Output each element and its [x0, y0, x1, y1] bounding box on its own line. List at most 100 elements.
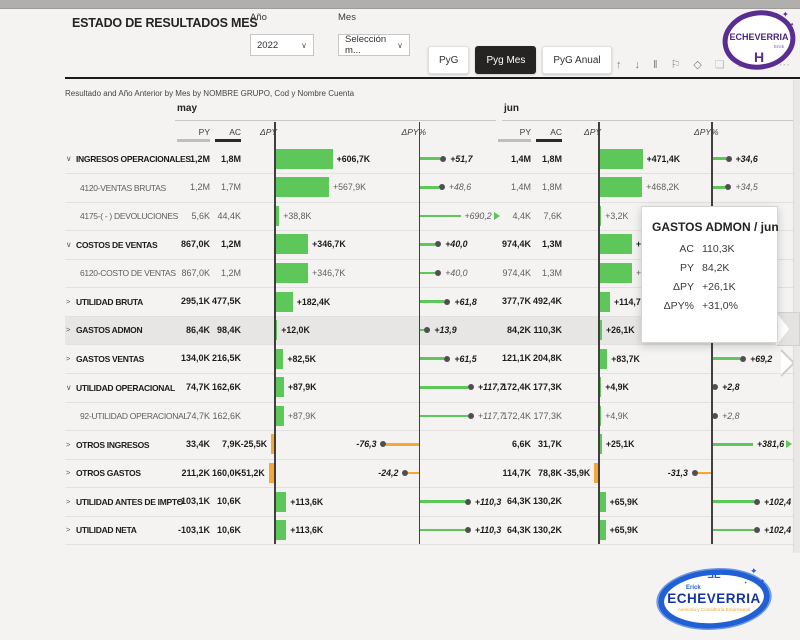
tab-pyg[interactable]: PyG [428, 46, 470, 74]
dpyp-lollipop[interactable]: +102,4 [711, 516, 791, 545]
ac-value: 477,5K [211, 296, 241, 307]
dpy-bar[interactable]: +82,5K [275, 344, 316, 373]
dpy-bar[interactable]: +87,9K [275, 402, 316, 431]
expand-collapse-icon[interactable]: > [66, 496, 71, 506]
row-label[interactable]: INGRESOS OPERACIONALES [76, 154, 191, 164]
lollipop-line [418, 386, 468, 389]
expand-collapse-icon[interactable]: > [66, 296, 71, 306]
row-separator [65, 430, 794, 432]
dpy-bar[interactable]: +346,7K [275, 230, 346, 259]
dpyp-lollipop[interactable]: +102,4 [711, 487, 791, 516]
dpy-value: +567,9K [332, 182, 366, 193]
dpy-bar[interactable]: +25,1K [599, 430, 635, 459]
focus-mode-icon[interactable]: ❏ [714, 59, 725, 71]
row-label[interactable]: 92-UTILIDAD OPERACIONAL [80, 411, 188, 422]
expand-collapse-icon[interactable]: > [66, 468, 71, 478]
dpy-bar[interactable]: +26,1K [599, 316, 635, 345]
dpy-bar[interactable]: +471,4K [599, 145, 680, 174]
py-value: 121,1K [501, 353, 531, 364]
tooltip-row: ΔPY +26,1K [672, 281, 736, 293]
row-label[interactable]: UTILIDAD NETA [76, 525, 137, 536]
dpyp-lollipop[interactable]: +110,3 [418, 516, 501, 545]
dpy-bar[interactable]: +65,9K [599, 487, 638, 516]
dpy-bar[interactable]: +3,2K [599, 202, 628, 231]
dpyp-lollipop[interactable]: +117,7 [418, 373, 504, 402]
dpy-bar[interactable]: +182,4K [275, 287, 330, 316]
dpyp-lollipop[interactable]: +61,8 [418, 287, 477, 316]
row-label[interactable]: GASTOS ADMON [76, 325, 143, 336]
svg-text:Erick: Erick [686, 585, 701, 591]
dpyp-lollipop[interactable]: -31,3 [668, 459, 711, 488]
dpy-value: +87,9K [287, 382, 317, 393]
tab-pyg-anual[interactable]: PyG Anual [542, 46, 612, 74]
dpyp-lollipop[interactable]: +690,2 [418, 202, 500, 231]
dpyp-lollipop[interactable]: +2,8 [711, 373, 740, 402]
more-options-icon[interactable]: ⋯ [778, 59, 790, 71]
row-label[interactable]: 4120-VENTAS BRUTAS [80, 182, 166, 193]
lollipop-dot [380, 441, 387, 448]
dpy-bar[interactable]: +346,7K [275, 259, 345, 288]
dpyp-lollipop[interactable]: -24,2 [378, 459, 419, 488]
dpy-bar[interactable]: +87,9K [275, 373, 317, 402]
dpyp-lollipop[interactable]: +61,5 [418, 344, 477, 373]
row-label[interactable]: UTILIDAD OPERACIONAL [76, 382, 175, 393]
dpyp-lollipop[interactable]: +69,2 [711, 344, 772, 373]
pause-icon[interactable]: ‖ [653, 58, 658, 71]
dpyp-lollipop[interactable]: +48,6 [418, 173, 471, 202]
dpy-bar[interactable]: +113,6K [275, 516, 323, 545]
ac-value: 78,8K [537, 467, 562, 478]
drill-down-icon[interactable]: ↓ [634, 58, 641, 71]
pin-icon[interactable]: ⚐ [670, 59, 681, 71]
expand-collapse-icon[interactable]: > [66, 353, 71, 363]
row-label[interactable]: 6120-COSTO DE VENTAS [80, 268, 176, 279]
dpyp-lollipop[interactable]: +381,6 [711, 430, 793, 459]
row-label[interactable]: OTROS GASTOS [76, 468, 141, 479]
dpy-bar[interactable]: +4,9K [599, 402, 628, 431]
dpy-bar[interactable]: -51,2K [238, 459, 274, 488]
year-filter-dropdown[interactable]: 2022 ∨ [250, 34, 314, 56]
dpyp-lollipop[interactable]: +34,5 [711, 173, 758, 202]
dpy-bar[interactable]: +38,8K [275, 202, 311, 231]
dpyp-lollipop[interactable]: +117,7 [418, 402, 504, 431]
eraser-icon[interactable]: ◇ [693, 59, 702, 71]
dpy-bar[interactable]: +83,7K [599, 344, 640, 373]
dpy-bar[interactable]: +567,9K [275, 173, 366, 202]
legend-py-marker [498, 139, 531, 142]
row-label[interactable]: UTILIDAD ANTES DE IMPTO [76, 496, 183, 507]
dpyp-lollipop[interactable]: +13,9 [418, 316, 457, 345]
dpyp-lollipop[interactable]: +40,0 [418, 230, 468, 259]
row-label[interactable]: GASTOS VENTAS [76, 353, 145, 364]
dpy-bar[interactable]: +4,9K [599, 373, 629, 402]
py-value: 134,0K [180, 353, 210, 364]
expand-collapse-icon[interactable]: > [66, 325, 71, 335]
dpy-bar[interactable]: +606,7K [275, 145, 370, 174]
dpyp-lollipop[interactable]: +2,8 [711, 402, 740, 431]
dpy-bar[interactable]: +468,2K [599, 173, 679, 202]
dpy-bar[interactable]: +65,9K [599, 516, 638, 545]
expand-collapse-icon[interactable]: > [66, 439, 71, 449]
dpyp-lollipop[interactable]: -76,3 [356, 430, 419, 459]
expand-collapse-icon[interactable]: ∨ [66, 154, 72, 163]
dpyp-lollipop[interactable]: +34,6 [711, 145, 758, 174]
dpyp-lollipop[interactable]: +40,0 [418, 259, 468, 288]
legend-ac-marker [536, 139, 562, 142]
dpy-bar[interactable]: -35,9K [564, 459, 598, 488]
row-label[interactable]: 4175-( - ) DEVOLUCIONES [80, 211, 178, 222]
dpyp-lollipop[interactable]: +51,7 [418, 145, 472, 174]
expand-collapse-icon[interactable]: ∨ [66, 382, 72, 392]
row-label[interactable]: OTROS INGRESOS [76, 439, 150, 450]
dpyp-lollipop[interactable]: +110,3 [418, 487, 501, 516]
expand-collapse-icon[interactable]: ∨ [66, 239, 72, 249]
drill-up-icon[interactable]: ↑ [616, 58, 622, 71]
expand-collapse-icon[interactable]: > [66, 525, 71, 535]
row-label[interactable]: UTILIDAD BRUTA [76, 296, 143, 307]
dpy-bar[interactable]: -25,5K [241, 430, 274, 459]
row-label[interactable]: COSTOS DE VENTAS [76, 239, 158, 250]
month-filter-dropdown[interactable]: Selección m... ∨ [338, 34, 410, 56]
month-underline [175, 120, 496, 121]
tab-pyg-mes[interactable]: Pyg Mes [475, 46, 537, 74]
dpy-bar[interactable]: +114,7K [599, 287, 647, 316]
dpy-bar[interactable]: +113,6K [275, 487, 323, 516]
ac-value: 1,8M [541, 182, 562, 193]
dpy-bar[interactable]: +12,0K [275, 316, 310, 345]
